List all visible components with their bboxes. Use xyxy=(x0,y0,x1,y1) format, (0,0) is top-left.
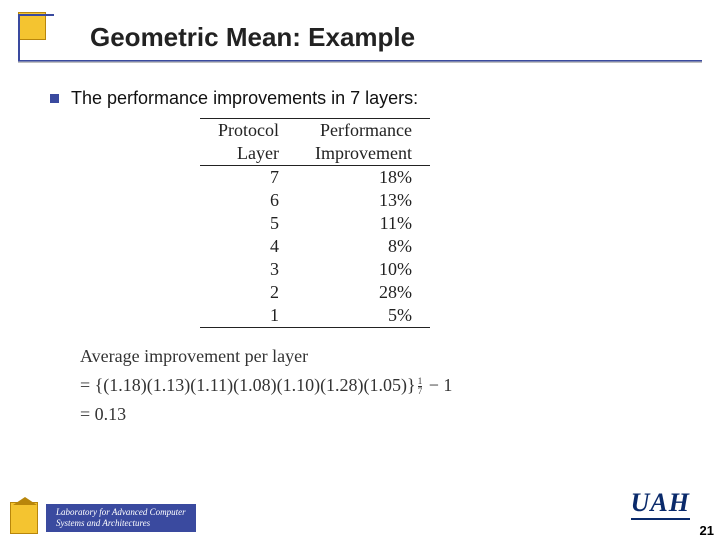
table-header-protocol: Protocol xyxy=(200,119,297,143)
cell-improvement: 5% xyxy=(297,304,430,328)
bullet-row: The performance improvements in 7 layers… xyxy=(50,88,418,109)
table-row: 48% xyxy=(200,235,430,258)
lab-badge-line-1: Laboratory for Advanced Computer xyxy=(56,507,186,518)
slide-title: Geometric Mean: Example xyxy=(90,22,415,53)
table-header-performance: Performance xyxy=(297,119,430,143)
cell-improvement: 18% xyxy=(297,166,430,190)
cell-layer: 4 xyxy=(200,235,297,258)
formula-exp-num: 1 xyxy=(418,377,423,386)
cell-layer: 7 xyxy=(200,166,297,190)
bullet-square-icon xyxy=(50,94,59,103)
formula-line-3: = 0.13 xyxy=(80,400,452,429)
cell-improvement: 11% xyxy=(297,212,430,235)
uah-logo: UAH xyxy=(631,488,690,520)
table-row: 718% xyxy=(200,166,430,190)
formula-exponent-fraction: 17 xyxy=(418,377,423,396)
cell-improvement: 13% xyxy=(297,189,430,212)
header-line-vertical xyxy=(18,14,20,62)
formula-line-1: Average improvement per layer xyxy=(80,342,452,371)
footer: Laboratory for Advanced Computer Systems… xyxy=(0,492,720,540)
title-underline xyxy=(18,60,702,63)
lab-badge: Laboratory for Advanced Computer Systems… xyxy=(46,504,196,532)
cell-layer: 5 xyxy=(200,212,297,235)
table-row: 228% xyxy=(200,281,430,304)
cell-layer: 1 xyxy=(200,304,297,328)
table-row: 310% xyxy=(200,258,430,281)
page-number: 21 xyxy=(700,523,714,538)
table-header-improvement: Improvement xyxy=(297,142,430,166)
header-accent-box xyxy=(18,12,46,40)
slide: Geometric Mean: Example The performance … xyxy=(0,0,720,540)
cell-improvement: 10% xyxy=(297,258,430,281)
table-header-layer: Layer xyxy=(200,142,297,166)
lacasa-house-icon xyxy=(10,502,38,534)
table-row: 511% xyxy=(200,212,430,235)
formula-exp-den: 7 xyxy=(418,386,423,396)
formula-prefix: = {(1.18)(1.13)(1.11)(1.08)(1.10)(1.28)(… xyxy=(80,375,416,395)
table-row: 613% xyxy=(200,189,430,212)
formula-suffix: − 1 xyxy=(424,375,452,395)
formula-block: Average improvement per layer = {(1.18)(… xyxy=(80,342,452,428)
table-row: 15% xyxy=(200,304,430,328)
performance-table: Protocol Performance Layer Improvement 7… xyxy=(200,118,430,328)
cell-layer: 2 xyxy=(200,281,297,304)
formula-line-2: = {(1.18)(1.13)(1.11)(1.08)(1.10)(1.28)(… xyxy=(80,371,452,400)
lab-badge-line-2: Systems and Architectures xyxy=(56,518,186,529)
bullet-text: The performance improvements in 7 layers… xyxy=(71,88,418,109)
table-header-row-1: Protocol Performance xyxy=(200,119,430,143)
footer-left: Laboratory for Advanced Computer Systems… xyxy=(10,502,196,534)
cell-improvement: 8% xyxy=(297,235,430,258)
header-line-horizontal xyxy=(18,14,54,16)
cell-layer: 3 xyxy=(200,258,297,281)
table-header-row-2: Layer Improvement xyxy=(200,142,430,166)
cell-improvement: 28% xyxy=(297,281,430,304)
cell-layer: 6 xyxy=(200,189,297,212)
